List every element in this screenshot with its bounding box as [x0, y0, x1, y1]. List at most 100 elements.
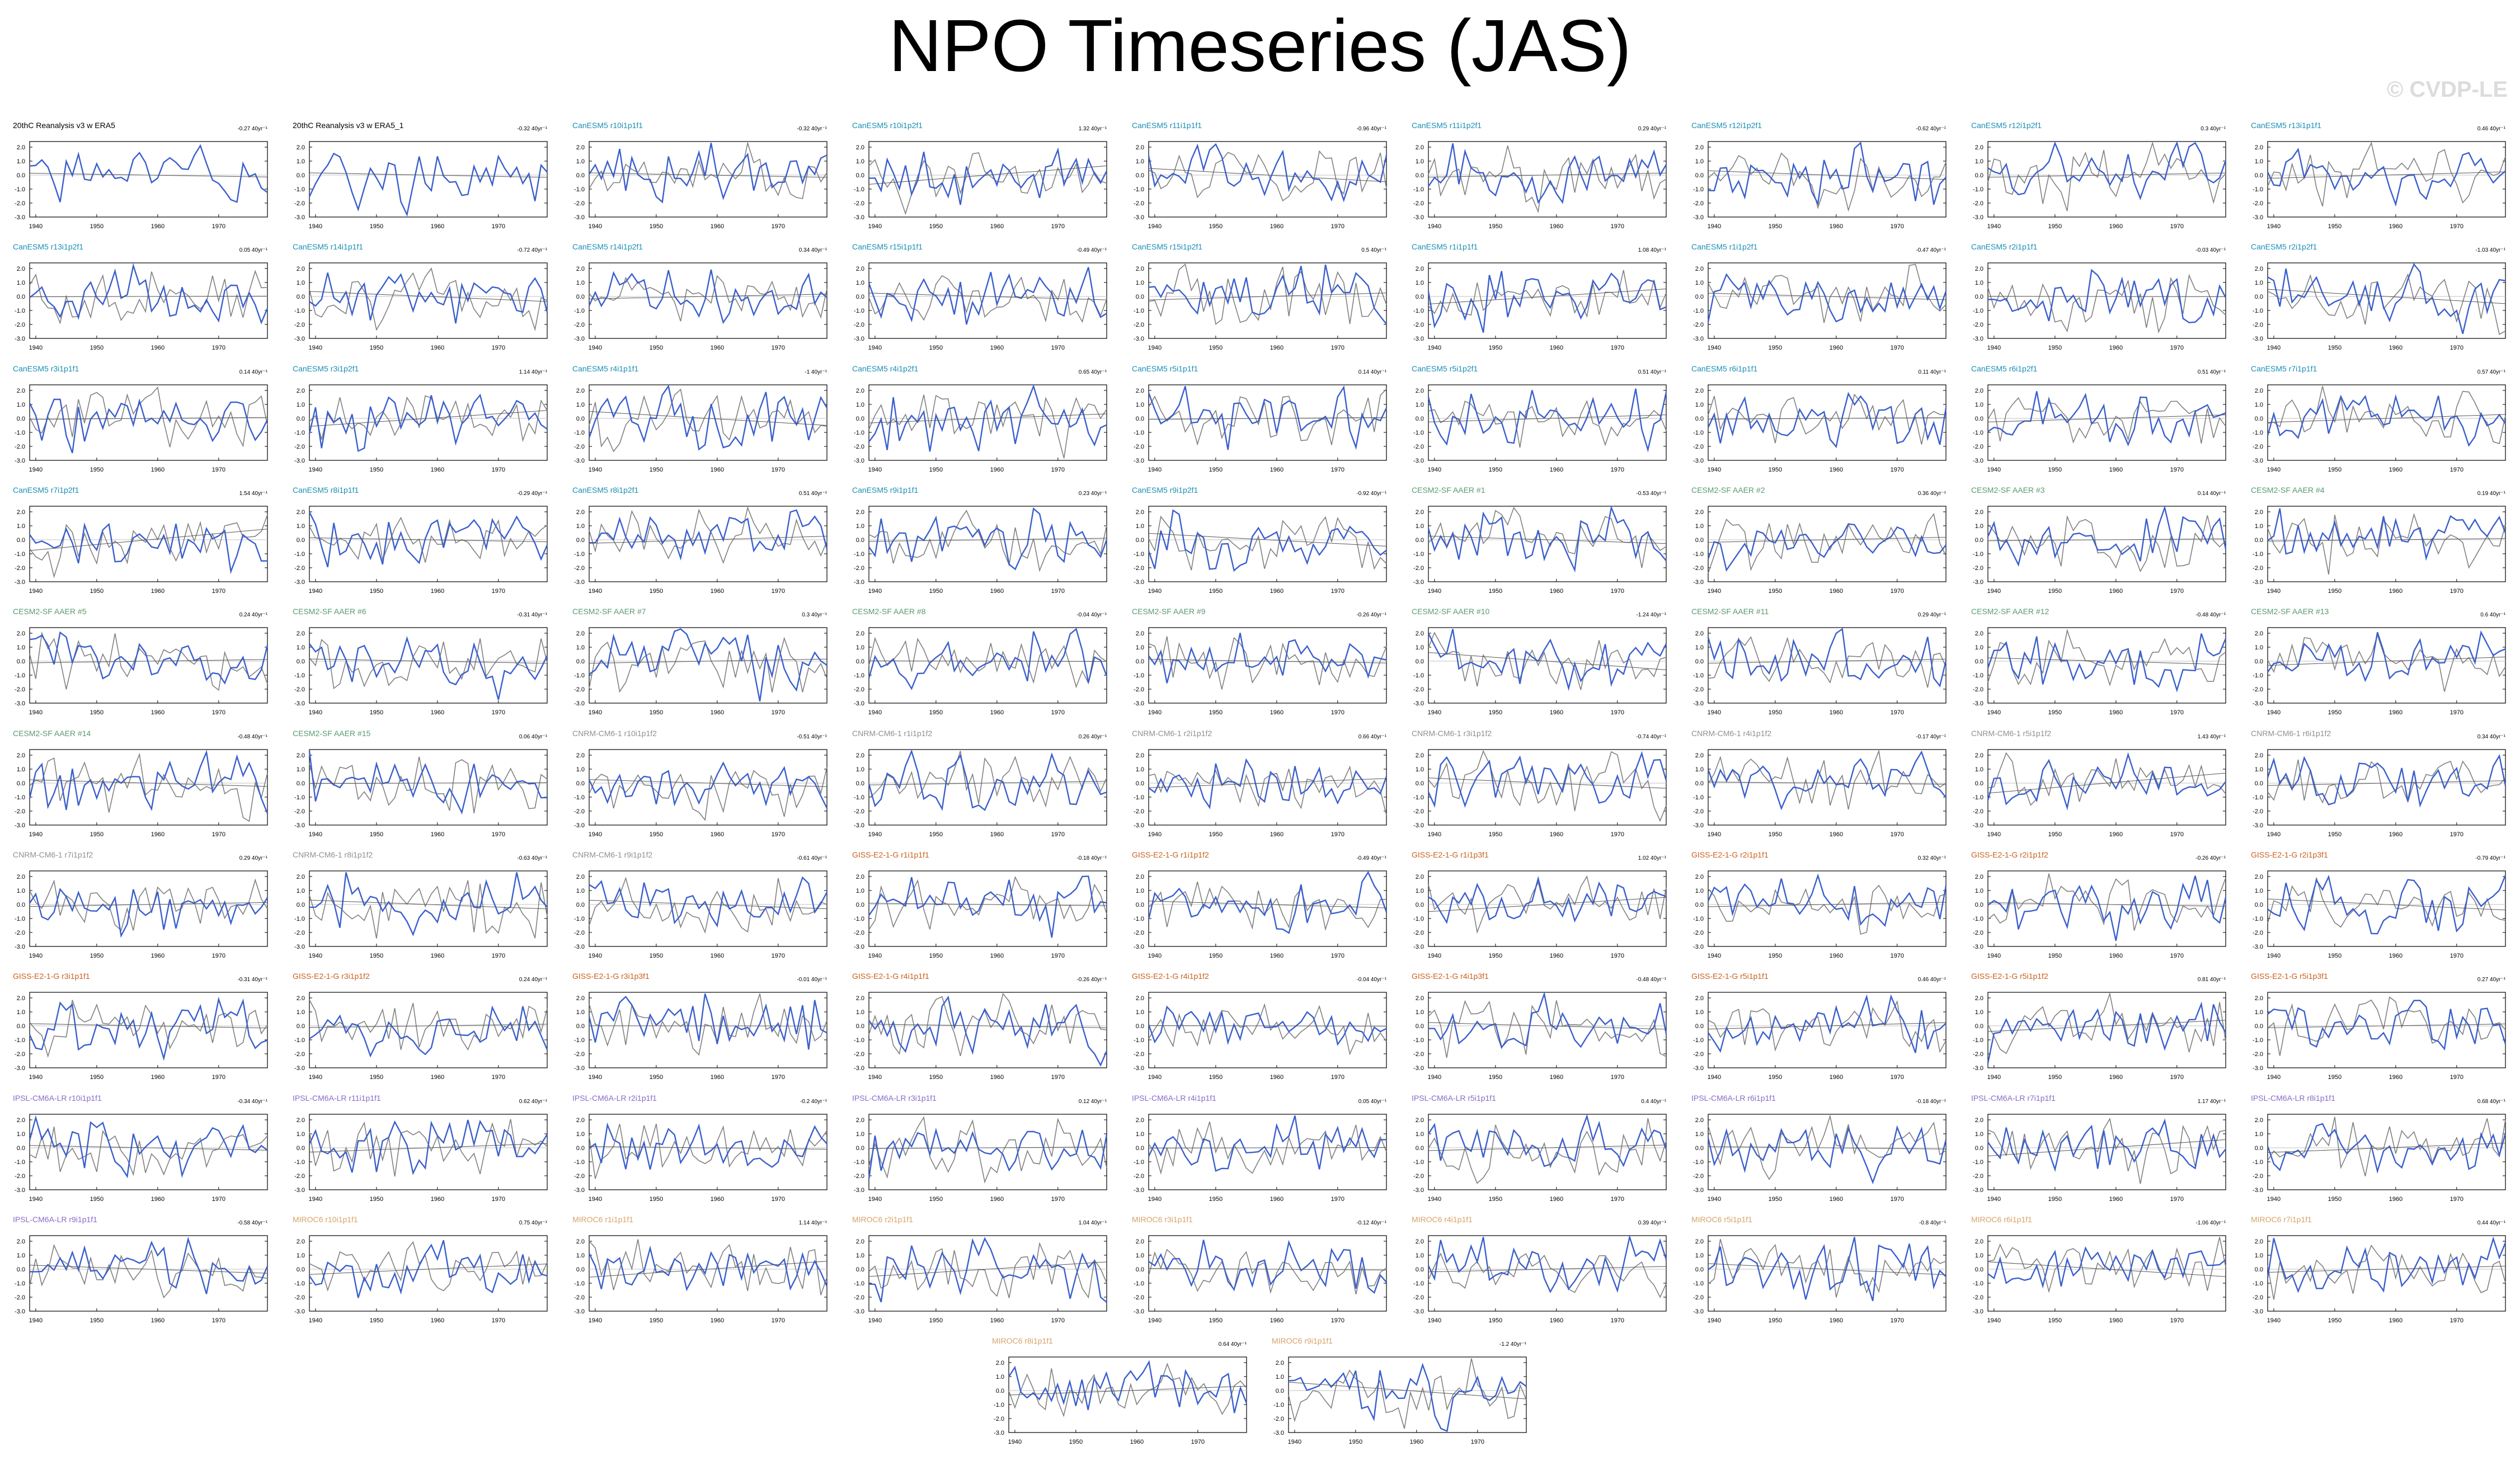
x-tick-label: 1970	[1891, 1074, 1904, 1081]
y-tick-label: 2.0	[17, 630, 25, 637]
trend-line	[1428, 172, 1667, 178]
model-series	[1708, 994, 1947, 1053]
panel-title: CanESM5 r4i1p2f1	[852, 364, 919, 373]
plot-frame	[2267, 1114, 2506, 1190]
model-series	[1428, 875, 1667, 925]
x-tick-label: 1970	[492, 467, 505, 473]
y-tick-label: -2.0	[854, 686, 864, 693]
model-series	[589, 628, 828, 702]
plot-frame	[309, 384, 548, 461]
chart-panel: CESM2-SF AAER #8 -0.04 40yr⁻¹2.01.00.0-1.…	[852, 607, 1108, 716]
y-tick-label: 0.0	[576, 658, 585, 665]
y-tick-label: -1.0	[854, 1037, 864, 1044]
panel-trend: -0.29 40yr⁻¹	[517, 491, 547, 497]
y-tick-label: 0.0	[1416, 780, 1424, 787]
y-tick-label: -3.0	[294, 822, 305, 829]
plot-frame	[2267, 262, 2506, 339]
y-tick-label: -2.0	[1693, 686, 1704, 693]
x-tick-label: 1940	[1428, 223, 1441, 230]
panel-title: GISS-E2-1-G r4i1p1f1	[852, 972, 929, 981]
chart-panel: CNRM-CM6-1 r10i1p1f2 -0.51 40yr⁻¹2.01.00.…	[572, 729, 828, 838]
y-tick-label: 0.0	[1695, 1023, 1704, 1030]
y-tick-label: -3.0	[15, 336, 25, 342]
trend-line	[868, 538, 1107, 542]
plot-frame	[589, 992, 828, 1068]
y-tick-label: 2.0	[1975, 630, 1983, 637]
y-tick-label: -1.0	[1413, 308, 1424, 314]
y-tick-label: -3.0	[1693, 1065, 1704, 1072]
y-tick-label: -1.0	[574, 672, 585, 679]
trend-line	[309, 172, 548, 178]
x-tick-label: 1940	[309, 953, 322, 959]
x-tick-label: 1940	[29, 709, 43, 716]
y-tick-label: 1.0	[1975, 158, 1983, 165]
y-tick-label: 1.0	[856, 280, 864, 286]
x-tick-label: 1970	[1331, 588, 1344, 595]
y-tick-label: -3.0	[1413, 336, 1424, 342]
panel-trend: 0.46 40yr⁻¹	[2477, 126, 2506, 132]
panel-trend: 1.08 40yr⁻¹	[1638, 247, 1667, 253]
chart-panel: GISS-E2-1-G r1i1p1f2 -0.49 40yr⁻¹2.01.00.…	[1132, 850, 1388, 959]
x-tick-label: 1960	[2109, 953, 2123, 959]
panel-title: CanESM5 r15i1p1f1	[852, 242, 923, 251]
chart-panel: CanESM5 r5i1p1f1 0.14 40yr⁻¹2.01.00.0-1.0…	[1132, 364, 1388, 473]
y-tick-label: 0.0	[2255, 1145, 2263, 1152]
plot-frame	[868, 627, 1107, 704]
y-tick-label: 1.0	[1695, 280, 1704, 286]
y-tick-label: -2.0	[574, 1294, 585, 1301]
x-tick-label: 1970	[1891, 709, 1904, 716]
y-tick-label: 1.0	[856, 1009, 864, 1016]
panel-trend: -0.72 40yr⁻¹	[517, 247, 547, 253]
y-tick-label: 1.0	[1416, 280, 1424, 286]
plot-frame	[2267, 1235, 2506, 1312]
y-tick-label: -2.0	[1413, 1173, 1424, 1180]
y-tick-label: -2.0	[294, 444, 305, 450]
trend-line	[29, 173, 268, 177]
panel-trend: 0.51 40yr⁻¹	[1638, 369, 1667, 375]
y-tick-label: -2.0	[1413, 686, 1424, 693]
trend-line	[29, 1023, 268, 1029]
y-tick-label: 1.0	[576, 523, 585, 530]
reference-series	[1987, 992, 2226, 1054]
panel-title: CanESM5 r2i1p2f1	[2251, 242, 2317, 251]
plot-frame	[589, 141, 828, 218]
y-tick-label: 0.0	[297, 1023, 305, 1030]
y-tick-label: 0.0	[1975, 537, 1983, 544]
y-tick-label: 1.0	[856, 402, 864, 408]
y-tick-label: -3.0	[854, 1187, 864, 1194]
panel-trend: 0.66 40yr⁻¹	[1358, 734, 1387, 740]
model-series	[1987, 268, 2227, 323]
y-tick-label: 2.0	[17, 509, 25, 516]
y-tick-label: 1.0	[1695, 766, 1704, 773]
chart-panel: CanESM5 r15i1p1f1 -0.49 40yr⁻¹2.01.00.0-1…	[852, 242, 1107, 351]
x-tick-label: 1940	[1987, 588, 2001, 595]
panel-trend: 0.05 40yr⁻¹	[239, 247, 268, 253]
trend-line	[589, 536, 828, 544]
chart-panel: CESM2-SF AAER #2 0.36 40yr⁻¹2.01.00.0-1.0…	[1691, 486, 1947, 595]
plot-frame	[1428, 1235, 1667, 1312]
panel-title: CanESM5 r3i1p1f1	[13, 364, 79, 373]
panel-title: CanESM5 r13i1p1f1	[2251, 121, 2321, 130]
x-tick-label: 1940	[1708, 709, 1721, 716]
x-tick-label: 1960	[990, 223, 1004, 230]
trend-line	[1708, 1146, 1947, 1149]
panel-trend: -0.92 40yr⁻¹	[1356, 491, 1386, 497]
reference-series	[1148, 1003, 1387, 1056]
x-tick-label: 1960	[151, 467, 164, 473]
x-tick-label: 1940	[1708, 1196, 1721, 1203]
y-tick-label: -3.0	[15, 579, 25, 586]
y-tick-label: -2.0	[1973, 930, 1983, 936]
model-series	[1288, 1363, 1527, 1433]
x-tick-label: 1960	[2389, 223, 2403, 230]
y-tick-label: -2.0	[574, 808, 585, 815]
y-tick-label: 1.0	[1136, 1009, 1144, 1016]
y-tick-label: 1.0	[1695, 644, 1704, 651]
trend-line	[1148, 1147, 1387, 1149]
panel-title: CESM2-SF AAER #4	[2251, 486, 2325, 494]
reference-series	[2267, 877, 2506, 928]
x-tick-label: 1950	[1489, 588, 1502, 595]
x-tick-label: 1950	[1489, 467, 1502, 473]
panel-title: CESM2-SF AAER #15	[293, 729, 370, 738]
model-series	[1148, 509, 1387, 572]
panel-trend: -0.49 40yr⁻¹	[1356, 855, 1386, 861]
